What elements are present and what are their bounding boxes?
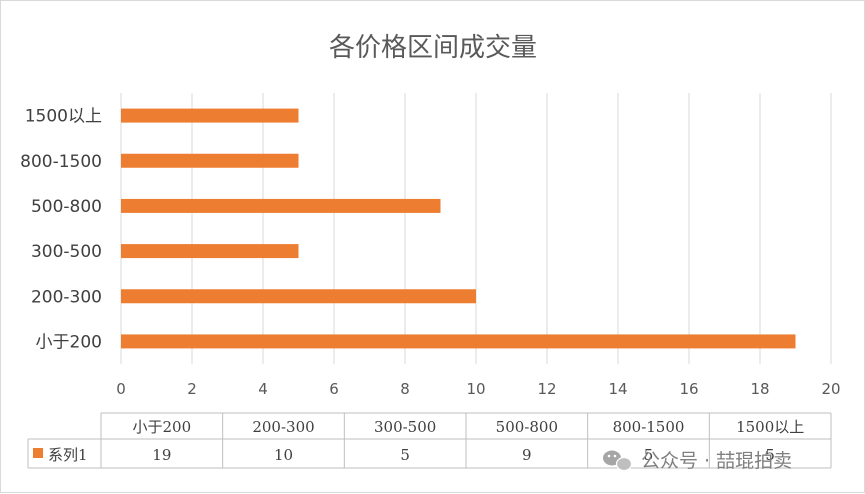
watermark: 公众号 · 喆琨拍卖 [603,450,792,472]
table-value-cell: 10 [274,446,293,464]
category-label: 300-500 [31,242,102,262]
table-value-cell: 9 [522,446,532,464]
table-header-cell: 500-800 [496,418,558,436]
wechat-icon [603,450,633,472]
x-tick-label: 4 [258,380,268,398]
x-tick-label: 16 [679,380,698,398]
x-tick-labels: 0 2 4 6 8 10 12 14 16 18 20 [116,380,840,398]
table-value-cell: 5 [644,446,654,464]
table-header-cell: 小于200 [133,418,192,436]
bar-1500以上 [121,108,299,123]
bar-500-800 [121,198,441,213]
x-tick-label: 10 [466,380,485,398]
x-tick-label: 18 [750,380,769,398]
x-tick-label: 8 [400,380,410,398]
table-header-cell: 300-500 [374,418,436,436]
bar-小于200 [121,334,796,349]
bar-200-300 [121,289,476,304]
x-tick-label: 2 [187,380,197,398]
category-label: 800-1500 [20,152,102,172]
x-tick-label: 12 [537,380,556,398]
table-value-cell: 5 [400,446,410,464]
category-label: 1500以上 [25,107,102,127]
bars [121,108,796,349]
table-header-cell: 200-300 [252,418,314,436]
bar-300-500 [121,244,299,259]
gridlines [120,93,832,364]
chart-title: 各价格区间成交量 [329,33,537,63]
x-tick-label: 0 [116,380,126,398]
x-tick-label: 14 [608,380,627,398]
category-label: 200-300 [31,287,102,307]
table-value-cell: 19 [152,446,171,464]
category-label: 500-800 [31,197,102,217]
watermark-text: 公众号 · 喆琨拍卖 [641,450,792,472]
x-tick-label: 20 [821,380,840,398]
series-name: 系列1 [48,446,88,464]
table-header-cell: 1500以上 [736,418,804,436]
bar-800-1500 [121,153,299,168]
x-tick-label: 6 [329,380,339,398]
legend-swatch [33,448,43,458]
table-header-cell: 800-1500 [613,418,685,436]
category-label: 小于200 [36,332,102,352]
category-labels: 小于200 200-300 300-500 500-800 800-1500 1500以上 [20,107,102,353]
data-table: 小于200 19 200-300 10 300-500 5 500-800 9 800-1500… [27,412,832,469]
table-value-cell: 5 [765,446,775,464]
